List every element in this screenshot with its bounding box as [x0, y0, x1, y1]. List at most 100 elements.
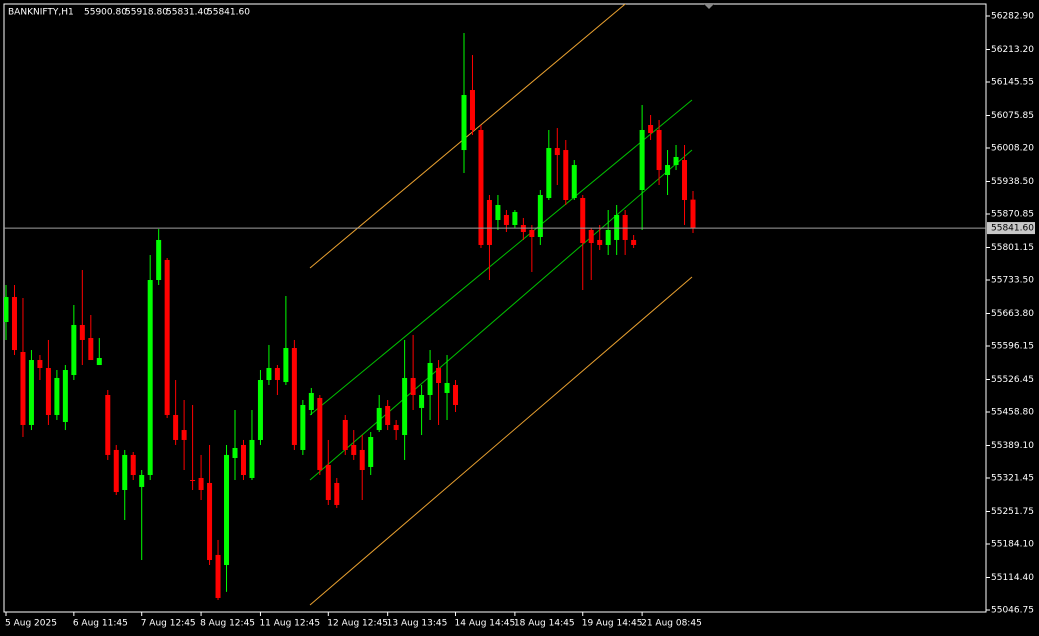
y-tick-label: 55184.10 [991, 540, 1034, 550]
high-label: 55918.80 [125, 8, 168, 18]
candle-body [571, 165, 577, 198]
candle-body [113, 449, 119, 493]
y-tick-label: 56075.85 [991, 111, 1034, 121]
channels [309, 4, 693, 606]
candle-body [665, 165, 671, 176]
candle-body [249, 439, 255, 478]
candle-body [45, 367, 51, 415]
low-label: 55831.40 [166, 8, 209, 18]
candle-body [232, 447, 238, 458]
candle-body [71, 324, 77, 376]
candle-body [54, 377, 60, 415]
candle-body [588, 229, 594, 244]
candle-body [173, 414, 179, 440]
x-tick-label: 19 Aug 14:45 [582, 619, 643, 629]
shift-marker [704, 4, 714, 9]
y-tick-label: 55663.80 [991, 309, 1034, 319]
candle-body [410, 377, 416, 395]
candle-body [597, 239, 603, 245]
candle-body [529, 229, 535, 238]
x-tick-label: 14 Aug 14:45 [455, 619, 516, 629]
candle-body [207, 482, 213, 561]
candle-body [62, 370, 68, 423]
candle-body [427, 362, 433, 395]
candle-body [342, 419, 348, 450]
candle-body [393, 424, 399, 431]
candle-body [469, 90, 475, 130]
close-label: 55841.60 [207, 8, 250, 18]
candle-body [537, 195, 543, 238]
candle-body [546, 148, 552, 198]
y-tick-label: 55389.10 [991, 441, 1034, 451]
y-tick-label: 56145.55 [991, 78, 1034, 88]
candle-body [130, 454, 136, 476]
candle-body [605, 229, 611, 245]
candle-body [20, 351, 26, 425]
candle-body [164, 259, 170, 415]
candle-body [198, 477, 204, 490]
y-tick-label: 55114.40 [991, 573, 1034, 583]
candle-body [105, 394, 111, 455]
candle-body [495, 205, 501, 220]
candle-body [351, 444, 357, 455]
y-tick-label: 55251.75 [991, 507, 1034, 517]
x-tick-label: 7 Aug 12:45 [141, 619, 196, 629]
candle-body [28, 360, 34, 425]
candle-body [308, 392, 314, 410]
open-label: 55900.80 [84, 8, 127, 18]
candle-body [402, 377, 408, 436]
candle-body [147, 280, 153, 476]
y-tick-label: 56213.20 [991, 45, 1034, 55]
candle-body [478, 129, 484, 245]
candle-body [486, 200, 492, 245]
x-tick-label: 21 Aug 08:45 [641, 619, 702, 629]
candle-body [215, 554, 221, 598]
y-tick-label: 55733.50 [991, 276, 1034, 286]
candle-body [334, 482, 340, 505]
chart-title: BANKNIFTY,H1 [8, 8, 74, 18]
x-tick-label: 12 Aug 12:45 [327, 619, 388, 629]
x-tick-label: 18 Aug 14:45 [514, 619, 575, 629]
candle-body [190, 480, 196, 482]
y-tick-label: 55938.50 [991, 177, 1034, 187]
candle-body [512, 212, 518, 225]
candle-body [291, 348, 297, 445]
candle-body [156, 239, 162, 281]
candle-body [224, 454, 230, 566]
candle-body [283, 348, 289, 383]
candle-body [266, 367, 272, 381]
y-tick-label: 55526.45 [991, 375, 1034, 385]
y-tick-label: 55046.75 [991, 606, 1034, 616]
candle-body [419, 394, 425, 408]
channel-line [309, 4, 627, 269]
candle-body [639, 129, 645, 191]
candle-body [240, 444, 246, 476]
candle-body [622, 214, 628, 240]
x-tick-label: 11 Aug 12:45 [259, 619, 320, 629]
channel-line [309, 99, 693, 416]
candle-body [563, 150, 569, 201]
y-tick-label: 56282.90 [991, 12, 1034, 22]
candle-body [436, 367, 442, 383]
candle-body [325, 464, 331, 500]
candle-body [554, 148, 560, 156]
candle-body [444, 382, 450, 393]
candle-body [376, 407, 382, 431]
candle-body [300, 404, 306, 450]
candle-body [11, 297, 17, 351]
channel-line [309, 149, 693, 481]
candle-body [673, 156, 679, 166]
candle-body [88, 338, 94, 361]
candle-body [368, 436, 374, 467]
candle-body [656, 129, 662, 171]
candle-body [580, 197, 586, 244]
candle-body [122, 454, 128, 490]
y-tick-label: 55801.15 [991, 243, 1034, 253]
candle-body [614, 214, 620, 240]
candle-body [4, 297, 9, 323]
candle-body [317, 397, 323, 471]
candle-body [257, 380, 263, 440]
candle-body [690, 199, 696, 229]
y-tick-label: 55596.15 [991, 342, 1034, 352]
